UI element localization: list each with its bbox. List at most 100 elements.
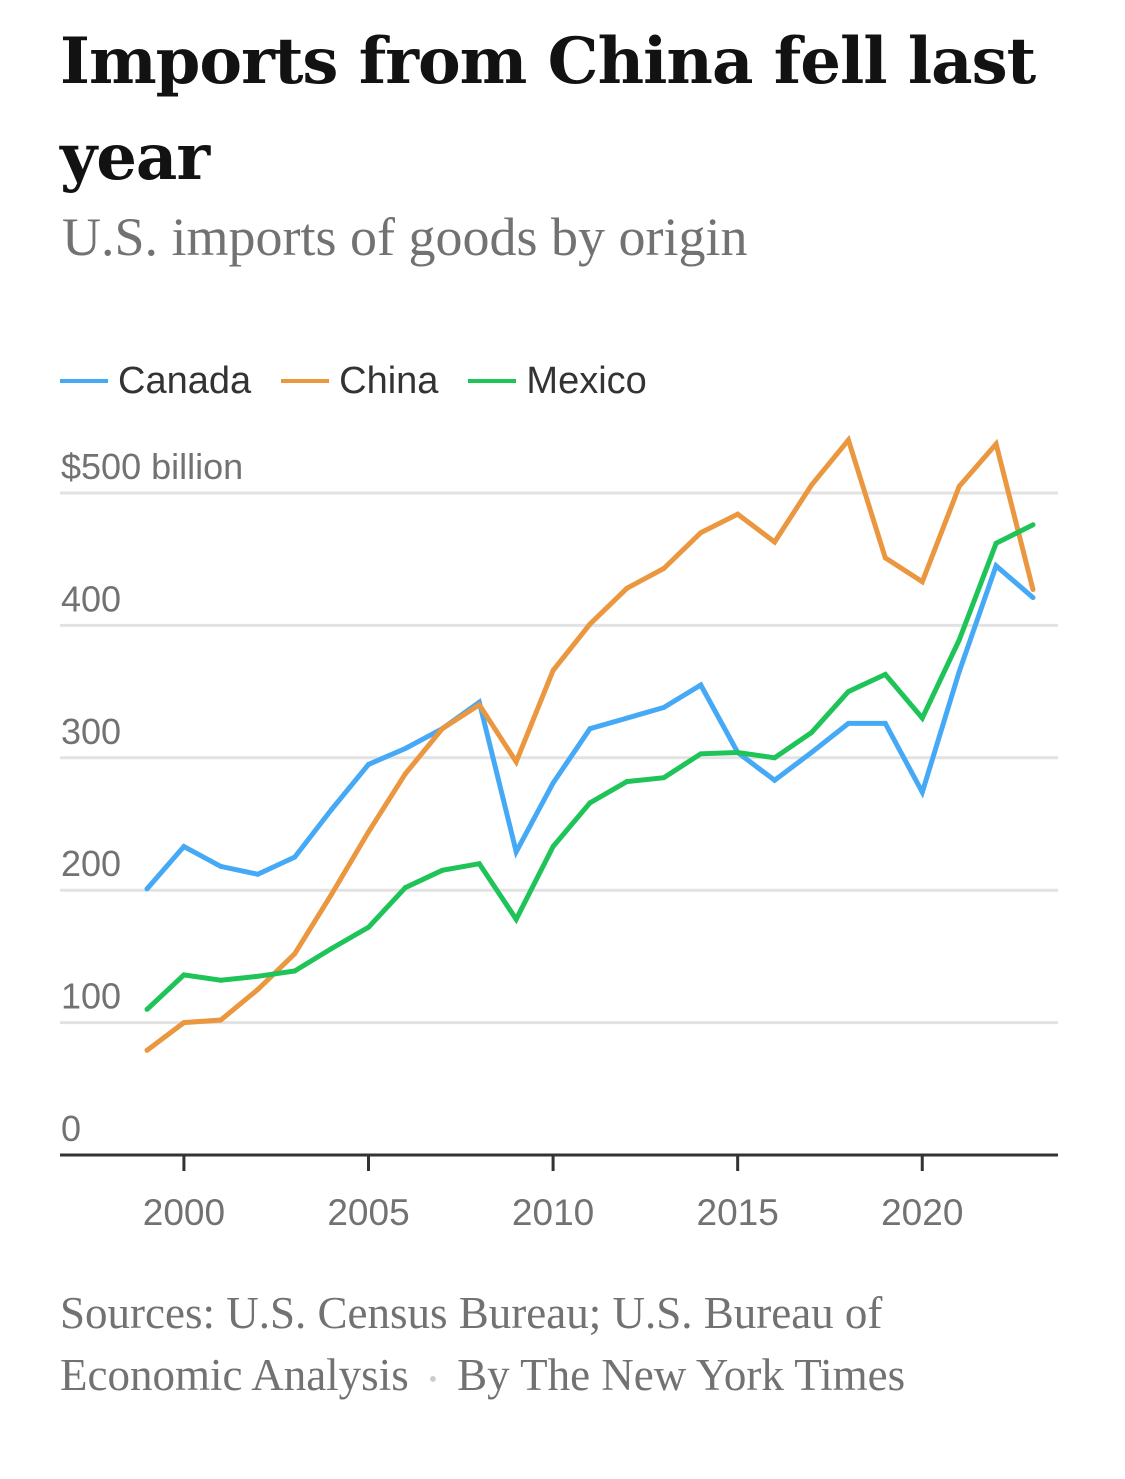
data-point-mexico-2003 [292,968,298,974]
source-text: Sources: U.S. Census Bureau; U.S. Bureau… [60,1288,883,1400]
data-point-canada-1999 [144,886,150,892]
data-point-china-2010 [550,667,556,673]
data-point-mexico-2020 [919,715,925,721]
data-point-china-2018 [845,437,851,443]
legend-item-china: China [281,360,438,403]
data-point-canada-2004 [329,806,335,812]
data-point-china-2017 [809,482,814,488]
separator-dot: • [428,1366,438,1393]
data-point-mexico-2007 [439,867,445,873]
legend-item-mexico: Mexico [468,359,647,403]
x-tick-label-2015: 2015 [697,1192,779,1233]
y-tick-label-0: 0 [61,1108,81,1149]
byline: By The New York Times [457,1350,906,1400]
series-line-china [145,434,1036,1053]
data-point-china-2023 [1030,587,1036,593]
legend-swatch-china [281,379,330,383]
data-point-mexico-2012 [624,779,630,785]
data-point-china-2009 [513,759,519,765]
data-point-china-2011 [587,621,593,627]
data-point-mexico-2008 [476,861,482,867]
data-point-canada-2009 [513,849,519,855]
data-point-china-2001 [218,1017,224,1023]
data-point-canada-2017 [809,750,814,756]
legend-swatch-mexico [468,379,517,383]
y-tick-label-500: $500 billion [61,446,243,487]
data-point-china-2005 [366,829,371,835]
data-point-canada-2021 [956,669,962,675]
data-point-china-2016 [772,539,778,545]
data-point-canada-2001 [218,863,224,869]
x-tick-label-2010: 2010 [512,1192,594,1233]
legend-swatch-canada [60,379,108,383]
data-point-canada-2005 [366,761,371,767]
data-point-china-2008 [476,702,482,708]
data-point-canada-2020 [919,789,925,795]
data-point-canada-2013 [661,704,667,710]
data-point-mexico-2000 [181,972,187,978]
data-point-china-2007 [439,726,445,732]
data-point-china-2022 [993,441,999,447]
chart-legend: Canada China Mexico [60,356,677,406]
data-point-china-2004 [329,891,335,897]
data-point-canada-2014 [698,682,704,688]
data-point-mexico-2023 [1030,522,1036,528]
data-point-canada-2023 [1030,595,1036,601]
data-point-mexico-2018 [845,689,851,695]
data-point-china-2002 [255,987,261,992]
y-tick-label-100: 100 [61,976,121,1017]
data-point-china-2020 [919,579,925,585]
y-tick-label-300: 300 [61,711,121,752]
legend-item-canada: Canada [60,360,251,403]
x-tick-label-2000: 2000 [143,1192,225,1233]
data-point-mexico-2015 [735,750,741,756]
data-point-canada-2010 [550,780,556,786]
data-point-mexico-2011 [587,800,593,806]
y-tick-label-400: 400 [61,578,121,619]
data-point-china-2006 [402,771,408,777]
data-point-mexico-2019 [882,671,888,677]
data-point-china-2014 [698,530,704,536]
data-point-mexico-2006 [402,885,408,891]
chart-source: Sources: U.S. Census Bureau; U.S. Bureau… [60,1282,1050,1411]
data-point-mexico-2005 [366,924,371,930]
data-point-china-2012 [624,585,630,591]
data-point-mexico-2004 [329,945,335,951]
data-point-mexico-2002 [255,973,261,979]
data-point-mexico-2017 [809,730,814,736]
data-point-canada-2000 [181,844,187,850]
data-point-mexico-2021 [956,637,962,643]
data-point-china-2003 [292,951,298,957]
y-tick-label-200: 200 [61,843,121,884]
data-point-canada-2018 [845,720,851,726]
legend-label-canada: Canada [118,359,252,402]
data-point-mexico-2013 [661,775,667,781]
data-point-mexico-2010 [550,844,556,850]
data-point-china-2013 [661,565,667,571]
x-tick-label-2005: 2005 [327,1192,409,1233]
data-point-mexico-2009 [513,916,519,922]
data-point-mexico-2001 [218,977,224,983]
data-point-china-2019 [882,555,888,561]
data-point-canada-2019 [882,720,888,726]
data-point-mexico-1999 [144,1006,150,1012]
legend-label-mexico: Mexico [526,359,647,402]
series-line-mexico [145,522,1035,1012]
data-point-mexico-2014 [698,751,704,757]
data-point-canada-2016 [772,777,778,783]
data-point-china-2021 [956,483,962,489]
data-point-china-1999 [144,1047,150,1053]
data-point-canada-2012 [624,715,630,721]
legend-label-china: China [339,359,439,402]
data-point-canada-2003 [292,854,298,860]
x-tick-label-2020: 2020 [881,1192,963,1233]
data-point-mexico-2016 [772,755,778,761]
chart-title: Imports from China fell last year [60,24,1036,195]
data-point-canada-2002 [255,871,261,877]
data-point-canada-2006 [402,746,408,752]
data-point-canada-2011 [587,726,593,732]
data-point-mexico-2022 [993,540,999,546]
chart-subtitle: U.S. imports of goods by origin [62,207,748,267]
data-point-canada-2022 [993,563,999,569]
